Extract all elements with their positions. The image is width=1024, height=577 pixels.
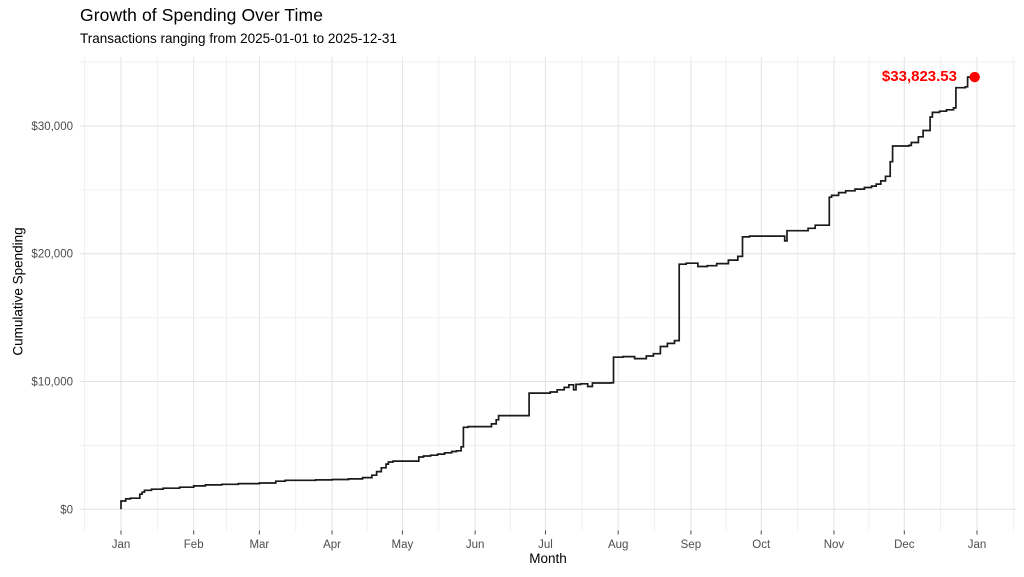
x-tick-label: Dec [894, 539, 915, 551]
x-axis-title: Month [529, 551, 567, 566]
x-tick-label: Jan [112, 539, 131, 551]
y-tick-label: $10,000 [31, 377, 73, 389]
endpoint-value-label: $33,823.53 [881, 68, 957, 85]
x-tick-label: Apr [323, 539, 341, 551]
x-tick-label: Feb [184, 539, 204, 551]
x-tick-label: Jun [466, 539, 485, 551]
x-tick-label: Jan [968, 539, 987, 551]
x-tick-label: Nov [824, 539, 845, 551]
x-tick-label: Oct [752, 539, 771, 551]
x-tick-label: Jul [538, 539, 553, 551]
chart-subtitle: Transactions ranging from 2025-01-01 to … [80, 31, 397, 46]
x-tick-label: Mar [249, 539, 269, 551]
spending-step-line [120, 76, 975, 510]
y-tick-label: $0 [60, 504, 73, 516]
y-tick-label: $30,000 [31, 121, 73, 133]
x-tick-label: May [392, 539, 414, 551]
endpoint-dot [969, 71, 980, 83]
x-tick-label: Sep [681, 539, 701, 551]
chart-title: Growth of Spending Over Time [80, 5, 324, 25]
x-tick-label: Aug [608, 539, 628, 551]
y-tick-label: $20,000 [31, 249, 73, 261]
